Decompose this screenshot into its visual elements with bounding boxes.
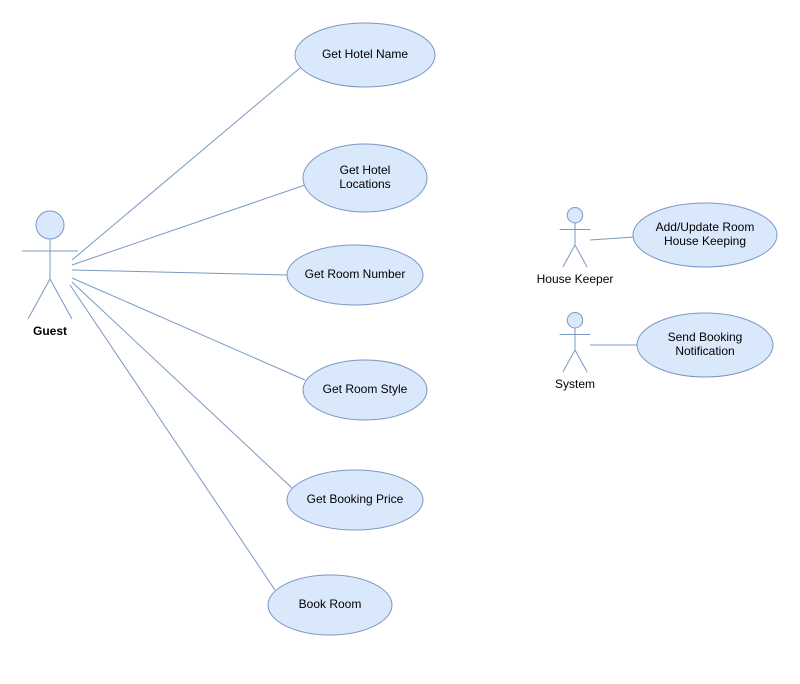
actor-label-guest: Guest <box>33 324 67 338</box>
actor-label-house-keeper: House Keeper <box>537 272 614 286</box>
use-case-diagram: Guest House Keeper System Get Hotel Name Get… <box>0 0 800 684</box>
usecase-label-add-update-room-hk-line0: Add/Update Room <box>656 220 755 234</box>
usecase-get-hotel-locations: Get HotelLocations <box>303 144 427 212</box>
usecase-label-get-hotel-locations-line0: Get Hotel <box>340 163 391 177</box>
usecase-label-get-booking-price: Get Booking Price <box>307 492 404 506</box>
usecase-label-send-booking-notif-line1: Notification <box>675 344 734 358</box>
usecase-label-get-hotel-name: Get Hotel Name <box>322 47 408 61</box>
usecase-get-room-style: Get Room Style <box>303 360 427 420</box>
usecase-add-update-room-hk: Add/Update RoomHouse Keeping <box>633 203 777 267</box>
usecase-get-hotel-name: Get Hotel Name <box>295 23 435 87</box>
usecase-get-booking-price: Get Booking Price <box>287 470 423 530</box>
usecase-get-room-number: Get Room Number <box>287 245 423 305</box>
actor-label-system: System <box>555 377 595 391</box>
usecase-book-room: Book Room <box>268 575 392 635</box>
usecase-send-booking-notif: Send BookingNotification <box>637 313 773 377</box>
usecase-label-get-hotel-locations-line1: Locations <box>339 177 390 191</box>
usecase-label-get-room-style: Get Room Style <box>323 382 408 396</box>
usecase-label-send-booking-notif-line0: Send Booking <box>668 330 743 344</box>
usecase-label-add-update-room-hk-line1: House Keeping <box>664 234 746 248</box>
usecase-label-get-room-number: Get Room Number <box>305 267 406 281</box>
usecase-label-book-room: Book Room <box>299 597 362 611</box>
